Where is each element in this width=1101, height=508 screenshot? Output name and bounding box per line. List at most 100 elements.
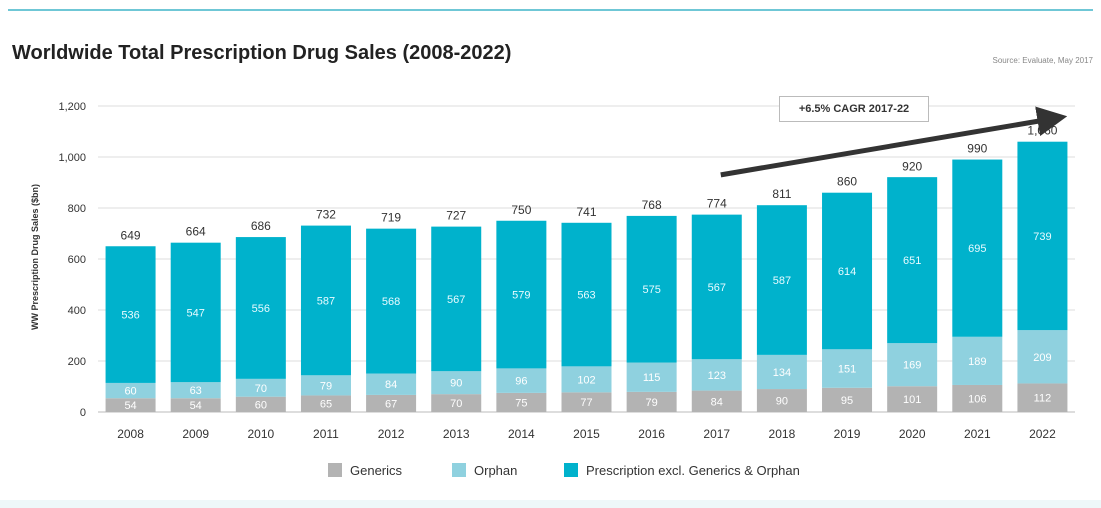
bar-value-label: 60 — [124, 386, 136, 398]
bar-value-label: 90 — [776, 396, 788, 408]
bar-segment-generics — [235, 396, 286, 412]
bar-value-label: 556 — [252, 303, 270, 315]
bar-segment-generics — [105, 398, 156, 412]
bar-total-label: 990 — [967, 142, 987, 156]
bar-segment-orphan — [561, 366, 612, 393]
y-axis-label: WW Prescription Drug Sales ($bn) — [30, 184, 40, 330]
bar-segment-generics — [887, 386, 938, 412]
bar-value-label: 739 — [1033, 231, 1051, 243]
bar-total-label: 741 — [576, 205, 596, 219]
x-tick-label: 2009 — [182, 427, 209, 441]
bar-segment-generics — [366, 394, 417, 412]
bar-segment-prescription — [561, 222, 612, 367]
legend-label-orphan: Orphan — [474, 462, 518, 478]
bar-value-label: 567 — [708, 282, 726, 294]
bar-segment-orphan — [626, 362, 677, 392]
bar-value-label: 587 — [773, 275, 791, 287]
bar-segment-prescription — [691, 214, 742, 360]
bar-segment-prescription — [431, 226, 482, 372]
legend-swatch-generics — [328, 463, 342, 477]
top-accent-rule — [8, 9, 1093, 11]
y-tick-label: 1,200 — [58, 101, 86, 113]
bar-segment-generics — [496, 392, 547, 412]
bar-value-label: 123 — [708, 370, 726, 382]
cagr-annotation: +6.5% CAGR 2017-22 — [779, 96, 929, 122]
bar-segment-generics — [300, 395, 351, 412]
bar-total-label: 719 — [381, 211, 401, 225]
bar-segment-prescription — [496, 220, 547, 369]
bar-value-label: 65 — [320, 399, 332, 411]
bar-segment-orphan — [235, 378, 286, 397]
bar-segment-orphan — [887, 343, 938, 387]
bar-total-label: 811 — [772, 187, 791, 201]
x-tick-label: 2018 — [769, 427, 796, 441]
bar-value-label: 209 — [1033, 352, 1051, 364]
bar-segment-generics — [561, 392, 612, 412]
bar-total-label: 727 — [446, 209, 466, 223]
x-tick-label: 2008 — [117, 427, 144, 441]
x-tick-label: 2014 — [508, 427, 535, 441]
bar-value-label: 563 — [577, 290, 595, 302]
x-tick-label: 2013 — [443, 427, 470, 441]
bar-value-label: 84 — [385, 379, 397, 391]
y-tick-label: 400 — [68, 305, 86, 317]
legend-item-prescription: Prescription excl. Generics & Orphan — [564, 460, 800, 480]
bar-value-label: 70 — [255, 383, 267, 395]
bar-segment-prescription — [822, 192, 873, 350]
x-tick-label: 2011 — [313, 427, 339, 441]
bar-value-label: 536 — [121, 310, 139, 322]
bar-value-label: 84 — [711, 396, 723, 408]
bar-segment-prescription — [366, 228, 417, 374]
legend-label-generics: Generics — [350, 462, 403, 478]
bar-total-label: 768 — [642, 198, 662, 212]
bar-value-label: 75 — [515, 397, 527, 409]
bar-value-label: 54 — [124, 400, 136, 412]
legend-item-orphan: Orphan — [452, 460, 517, 480]
x-tick-label: 2015 — [573, 427, 600, 441]
y-tick-label: 0 — [80, 407, 86, 419]
bar-segment-orphan — [756, 354, 807, 390]
bar-value-label: 115 — [643, 372, 661, 384]
bar-value-label: 106 — [968, 393, 986, 405]
total-labels: 649 664 686 732 719 727 750 741 768 774 811 860 920 9… — [121, 124, 1058, 243]
bar-value-label: 614 — [838, 266, 856, 278]
bar-segment-generics — [756, 389, 807, 412]
bar-segment-generics — [691, 390, 742, 412]
bar-segment-prescription — [105, 246, 156, 383]
y-axis-ticks: 0 200 400 600 800 1,000 1,200 — [58, 101, 86, 419]
x-tick-label: 2012 — [378, 427, 405, 441]
bar-segment-orphan — [300, 375, 351, 396]
bar-segment-orphan — [691, 359, 742, 391]
bar-value-label: 79 — [320, 380, 332, 392]
bar-segment-orphan — [366, 373, 417, 395]
bar-segment-generics — [822, 387, 873, 412]
x-axis-ticks: 2008 2009 2010 2011 2012 2013 2014 2015 2016 2017… — [117, 427, 1056, 441]
x-tick-label: 2019 — [834, 427, 861, 441]
bar-value-label: 54 — [190, 400, 202, 412]
bar-value-label: 70 — [450, 398, 462, 410]
bar-value-label: 67 — [385, 398, 397, 410]
bar-segment-generics — [170, 398, 221, 412]
bar-value-label: 695 — [968, 243, 986, 255]
bar-total-label: 860 — [837, 175, 857, 189]
bar-segment-generics — [1017, 383, 1068, 412]
bar-value-label: 63 — [190, 385, 202, 397]
bar-value-label: 587 — [317, 295, 335, 307]
bar-segment-prescription — [756, 205, 807, 355]
bar-segment-prescription — [952, 159, 1003, 337]
bar-total-label: 920 — [902, 159, 922, 173]
bar-value-label: 112 — [1034, 393, 1052, 405]
bar-segment-prescription — [887, 177, 938, 344]
x-tick-label: 2016 — [638, 427, 665, 441]
bar-value-label: 79 — [646, 397, 658, 409]
bar-total-label: 686 — [251, 219, 271, 233]
bottom-band — [0, 500, 1101, 508]
bar-value-label: 567 — [447, 294, 465, 306]
bar-value-label: 579 — [512, 290, 530, 302]
bar-total-label: 774 — [707, 197, 727, 211]
legend-label-prescription: Prescription excl. Generics & Orphan — [586, 462, 800, 478]
bar-segment-prescription — [170, 242, 221, 383]
chart-source: Source: Evaluate, May 2017 — [992, 56, 1093, 65]
bar-value-label: 96 — [515, 376, 527, 388]
